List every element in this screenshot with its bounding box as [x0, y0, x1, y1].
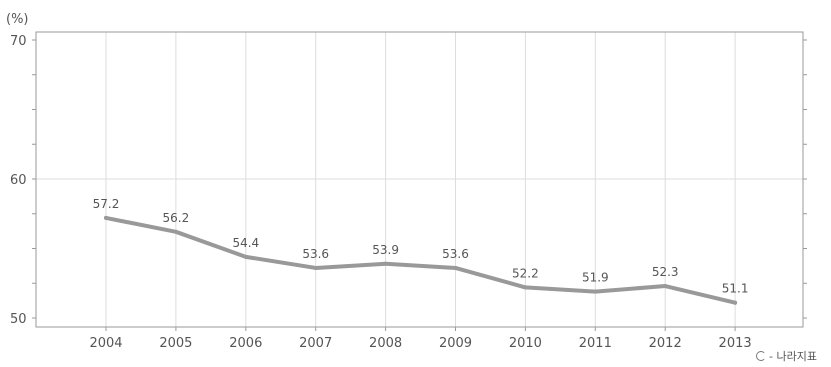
x-tick-label: 2013 [719, 336, 752, 351]
source-credit: - 나라지표 [756, 348, 817, 364]
data-label: 54.4 [232, 236, 259, 250]
grid [36, 32, 803, 327]
y-tick-label: 60 [10, 173, 27, 188]
x-tick-label: 2010 [509, 336, 542, 351]
x-axis: 2004 2005 2006 2007 2008 2009 2010 2011 2012 2013 [89, 327, 752, 351]
data-labels: 57.2 56.2 54.4 53.6 53.9 53.6 52.2 51.9 52.3 51.1 [93, 197, 749, 296]
x-tick-label: 2005 [159, 336, 192, 351]
y-tick-label: 50 [10, 312, 27, 327]
x-tick-label: 2008 [369, 336, 402, 351]
series-line [104, 215, 738, 305]
data-label: 56.2 [163, 211, 190, 225]
series-layer [104, 215, 738, 305]
data-label: 53.9 [372, 243, 399, 257]
data-point [243, 254, 248, 259]
data-point [453, 265, 458, 270]
y-axis-unit: (%) [6, 12, 29, 27]
data-point [663, 284, 668, 289]
data-point [523, 285, 528, 290]
data-label: 57.2 [93, 197, 120, 211]
x-tick-label: 2011 [579, 336, 612, 351]
data-point [313, 265, 318, 270]
data-point [173, 229, 178, 234]
x-tick-label: 2009 [439, 336, 472, 351]
data-point [104, 215, 108, 220]
x-tick-label: 2006 [229, 336, 262, 351]
data-label: 53.6 [302, 247, 329, 261]
data-label: 51.9 [582, 271, 609, 285]
x-tick-label: 2004 [89, 336, 122, 351]
y-tick-label: 70 [10, 34, 27, 49]
source-logo-icon [756, 351, 767, 361]
data-point [593, 289, 598, 294]
data-point [383, 261, 388, 266]
data-label: 51.1 [722, 282, 749, 296]
y-axis: 50 60 70 [10, 34, 807, 327]
source-label: - 나라지표 [769, 350, 817, 363]
data-label: 52.3 [652, 265, 679, 279]
data-point [733, 300, 738, 305]
data-label: 52.2 [512, 266, 539, 280]
data-label: 53.6 [442, 247, 469, 261]
x-tick-label: 2012 [649, 336, 682, 351]
x-tick-label: 2007 [299, 336, 332, 351]
